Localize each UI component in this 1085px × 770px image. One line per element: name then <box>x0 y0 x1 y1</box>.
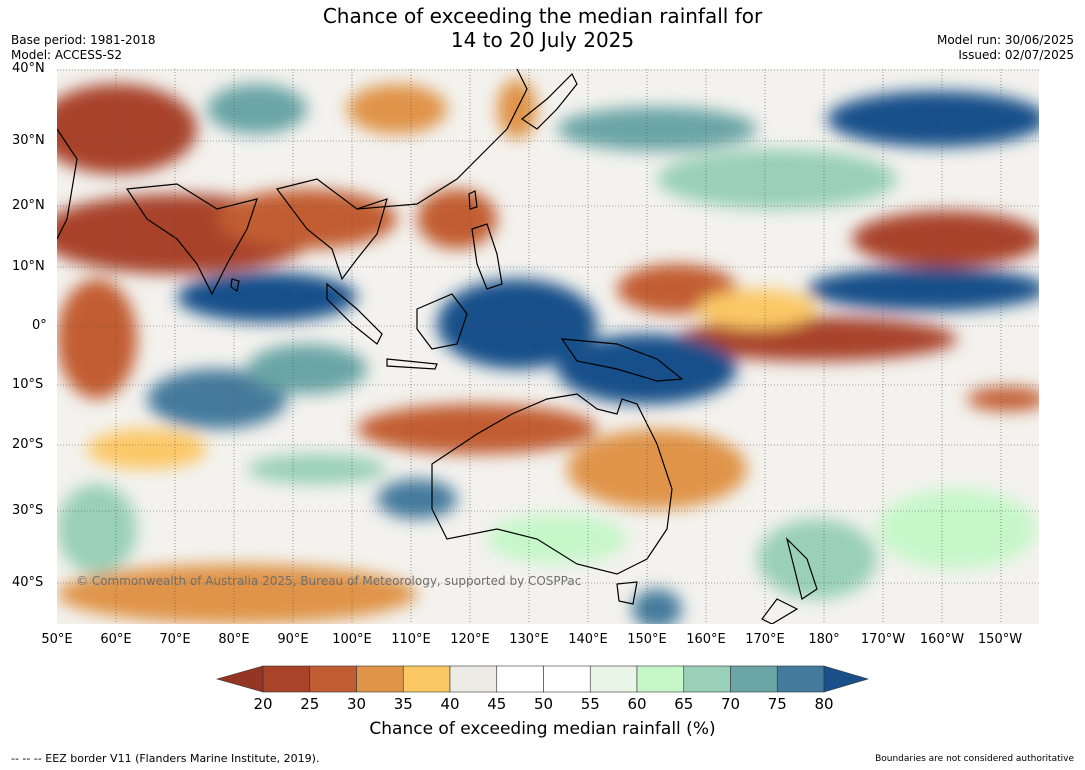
colorbar <box>215 665 870 693</box>
colorbar-low-arrow <box>215 665 264 693</box>
colorbar-tick-label: 50 <box>533 695 554 713</box>
lon-label-60e: 60°E <box>100 632 132 647</box>
colorbar-tick-label: 70 <box>720 695 741 713</box>
model-info: Base period: 1981-2018 Model: ACCESS-S2 <box>11 33 156 63</box>
lat-label-0: 0° <box>32 318 47 333</box>
run-info: Model run: 30/06/2025 Issued: 02/07/2025 <box>937 33 1074 63</box>
colorbar-cell <box>543 665 591 693</box>
java-outline <box>386 358 438 370</box>
lat-label-40s: 40°S <box>12 575 44 590</box>
colorbar-tick-label: 55 <box>580 695 600 713</box>
map-title: Chance of exceeding the median rainfall … <box>0 4 1085 52</box>
lon-label-130e: 130°E <box>509 632 549 647</box>
tasmania-outline <box>616 581 638 605</box>
title-line-2: 14 to 20 July 2025 <box>450 28 635 52</box>
lon-label-50e: 50°E <box>41 632 73 647</box>
colorbar-tick-label: 25 <box>300 695 320 713</box>
colorbar-tick-label: 65 <box>674 695 694 713</box>
lat-label-30n: 30°N <box>12 133 45 148</box>
graticule <box>57 69 1039 624</box>
title-line-1: Chance of exceeding the median rainfall … <box>322 4 763 28</box>
eez-note: -- -- -- EEZ border V11 (Flanders Marine… <box>11 752 320 765</box>
lon-label-160e: 160°E <box>686 632 726 647</box>
colorbar-tick-label: 60 <box>627 695 647 713</box>
lon-label-150e: 150°E <box>627 632 667 647</box>
borneo-outline <box>416 293 468 350</box>
base-period: Base period: 1981-2018 <box>11 33 156 47</box>
sumatra-outline <box>326 282 383 345</box>
model-name: Model: ACCESS-S2 <box>11 48 123 62</box>
colorbar-tick-label: 80 <box>814 695 834 713</box>
philippines-outline <box>471 223 503 290</box>
lon-label-70e: 70°E <box>159 632 191 647</box>
colorbar-tick-label: 45 <box>487 695 507 713</box>
issued-date: Issued: 02/07/2025 <box>958 48 1074 62</box>
new-zealand-outline <box>761 537 818 624</box>
lon-label-150w: 150°W <box>977 632 1023 647</box>
japan-outline <box>520 72 578 130</box>
colorbar-cells <box>262 665 825 693</box>
disclaimer: Boundaries are not considered authoritat… <box>875 754 1074 764</box>
lon-label-90e: 90°E <box>277 632 309 647</box>
lon-label-170w: 170°W <box>860 632 906 647</box>
colorbar-tick-label: 75 <box>767 695 787 713</box>
colorbar-cell <box>402 665 451 693</box>
india-outline <box>125 183 258 296</box>
lon-label-140e: 140°E <box>568 632 608 647</box>
colorbar-cell <box>776 665 825 693</box>
probability-field <box>57 79 1039 624</box>
lat-label-10n: 10°N <box>12 259 45 274</box>
lon-label-180: 180° <box>808 632 840 647</box>
colorbar-tick-label: 30 <box>346 695 367 713</box>
colorbar-title: Chance of exceeding median rainfall (%) <box>369 719 716 739</box>
lat-label-30s: 30°S <box>12 503 44 518</box>
indochina-outline <box>275 178 388 281</box>
colorbar-cell <box>589 665 638 693</box>
colorbar-cell <box>309 665 357 693</box>
rainfall-map-svg <box>57 69 1039 624</box>
colorbar-tick-label: 35 <box>393 695 413 713</box>
colorbar-cell <box>683 665 731 693</box>
lon-label-120e: 120°E <box>450 632 490 647</box>
colorbar-tick-label: 40 <box>440 695 460 713</box>
sri-lanka-outline <box>230 278 240 292</box>
arabia-coast <box>57 128 78 240</box>
colorbar-cell <box>356 665 404 693</box>
lat-label-40n: 40°N <box>12 61 45 76</box>
copyright-notice: © Commonwealth of Australia 2025, Bureau… <box>76 574 582 588</box>
colorbar-cell <box>262 665 311 693</box>
rainfall-map <box>57 69 1039 624</box>
colorbar-cell <box>449 665 498 693</box>
new-guinea-outline <box>560 338 684 382</box>
model-run: Model run: 30/06/2025 <box>936 33 1074 47</box>
lon-label-110e: 110°E <box>391 632 431 647</box>
lon-label-160w: 160°W <box>919 632 965 647</box>
lon-label-80e: 80°E <box>218 632 250 647</box>
china-coast <box>356 69 528 210</box>
colorbar-cell <box>496 665 544 693</box>
lat-label-10s: 10°S <box>12 377 44 392</box>
lon-label-100e: 100°E <box>332 632 372 647</box>
coastlines <box>57 69 818 624</box>
lon-label-170e: 170°E <box>745 632 785 647</box>
taiwan-outline <box>468 190 478 210</box>
australia-outline <box>431 393 673 575</box>
colorbar-cell <box>730 665 778 693</box>
colorbar-cell <box>636 665 685 693</box>
colorbar-high-arrow <box>823 665 870 693</box>
lat-label-20n: 20°N <box>12 198 45 213</box>
colorbar-tick-label: 20 <box>253 695 273 713</box>
lat-label-20s: 20°S <box>12 437 44 452</box>
